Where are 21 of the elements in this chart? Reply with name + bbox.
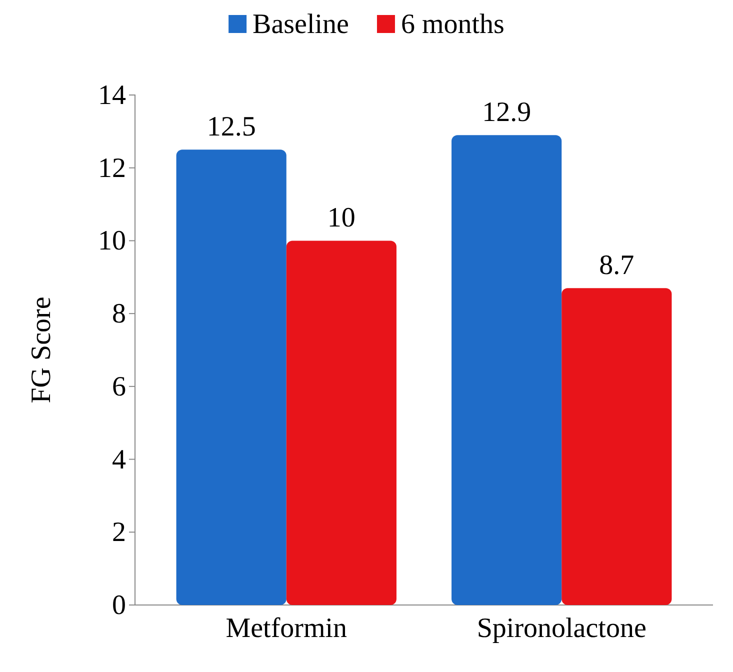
bar (286, 240, 396, 605)
y-tick-label: 14 (98, 80, 126, 111)
legend-label: Baseline (252, 9, 349, 40)
y-tick-label: 12 (98, 152, 126, 184)
y-tick-label: 6 (112, 371, 126, 402)
y-tick-label: 8 (112, 298, 126, 330)
legend-label: 6 months (400, 9, 504, 40)
data-label: 10 (327, 202, 356, 234)
x-tick-label: Spironolactone (476, 612, 646, 644)
y-tick-label: 0 (112, 590, 126, 621)
bar (562, 288, 672, 605)
data-label: 8.7 (599, 250, 634, 282)
y-tick-label: 2 (112, 517, 126, 548)
bar (452, 135, 562, 605)
y-tick-label: 4 (112, 444, 126, 476)
bar (176, 150, 286, 605)
y-tick-label: 10 (98, 226, 126, 257)
data-label: 12.5 (206, 112, 256, 143)
data-label: 12.9 (482, 97, 532, 128)
y-axis-title: FG Score (26, 296, 57, 404)
x-tick-label: Metformin (226, 612, 348, 644)
